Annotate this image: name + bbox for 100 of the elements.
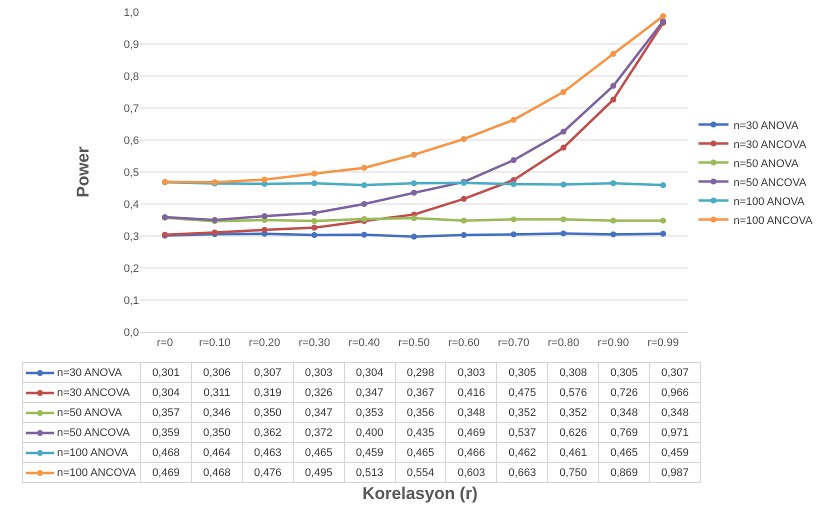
point: [610, 218, 616, 224]
point: [660, 182, 666, 188]
point: [311, 224, 318, 231]
data-label: 0,359: [140, 422, 192, 442]
text: n=50 ANCOVA: [57, 426, 130, 438]
data-label: 0,347: [344, 382, 396, 402]
y-tick-label: 0,1: [124, 294, 139, 307]
data-label: 0,352: [548, 402, 599, 422]
point: [610, 180, 616, 186]
point: [262, 176, 268, 183]
data-label: 0,353: [344, 402, 396, 422]
data-label: 0,304: [344, 362, 396, 382]
data-label: 0,462: [496, 442, 548, 462]
data-label: 0,987: [650, 462, 700, 482]
point: [361, 201, 368, 207]
data-label: 0,305: [598, 362, 650, 382]
data-label: 0,372: [293, 422, 344, 442]
data-label: 0,357: [140, 402, 192, 422]
data-label: 0,466: [446, 442, 497, 462]
text: n=30 ANOVA: [57, 366, 122, 378]
data-label: 0,352: [496, 402, 548, 422]
point: [460, 196, 467, 202]
data-label: 0,306: [191, 362, 242, 382]
data-label: 0,304: [140, 382, 192, 402]
text: n=100 ANOVA: [57, 446, 128, 458]
point: [411, 234, 417, 240]
data-label: 0,769: [598, 422, 650, 442]
y-tick-label: 1,0: [124, 6, 139, 19]
x-tick-label: r=0.30: [298, 337, 330, 350]
data-label: 0,350: [191, 422, 242, 442]
text: n=50 ANOVA: [57, 406, 122, 418]
data-label: 0,464: [191, 442, 242, 462]
text: n=30 ANCOVA: [57, 386, 130, 398]
point: [311, 232, 318, 238]
legend-label: n=30 ANCOVA: [733, 138, 808, 151]
data-label: 0,463: [242, 442, 294, 462]
point: [610, 96, 616, 103]
data-label: 0,468: [191, 462, 242, 482]
point: [660, 13, 666, 20]
y-tick-label: 0,6: [124, 134, 139, 147]
point: [361, 164, 368, 171]
data-label: 0,475: [496, 382, 548, 402]
legend-label: n=100 ANOVA: [733, 196, 806, 208]
point: [411, 152, 417, 158]
data-label: 0,350: [242, 402, 294, 422]
data-label: 0,305: [496, 362, 548, 382]
data-label: 0,626: [548, 422, 599, 442]
data-label: 0,469: [140, 462, 192, 482]
y-tick-label: 0,7: [124, 102, 139, 115]
data-label: 0,435: [395, 422, 446, 442]
point: [610, 82, 616, 89]
data-label: 0,348: [446, 402, 497, 422]
point: [262, 226, 268, 233]
point: [610, 50, 616, 57]
data-label: 0,459: [650, 442, 700, 462]
point: [560, 230, 566, 236]
point: [560, 128, 566, 135]
point: [361, 232, 368, 238]
point: [311, 210, 318, 216]
x-tick-label: r=0.40: [348, 337, 380, 350]
data-label: 0,416: [446, 382, 497, 402]
data-label: 0,554: [395, 462, 446, 482]
point: [510, 116, 517, 123]
data-label: 0,311: [191, 382, 242, 402]
legend-label: n=100 ANCOVA: [733, 214, 814, 227]
point: [311, 218, 318, 224]
data-label: 0,367: [395, 382, 446, 402]
x-tick-label: r=0.60: [448, 337, 480, 350]
point: [411, 215, 417, 222]
data-label: 0,461: [548, 442, 599, 462]
data-label: 0,513: [344, 462, 396, 482]
data-label: 0,465: [395, 442, 446, 462]
y-axis-title: Power: [73, 146, 92, 198]
data-label: 0,298: [395, 362, 446, 382]
y-tick-label: 0,0: [124, 326, 139, 339]
data-label: 0,537: [496, 422, 548, 442]
data-label: 0,346: [191, 402, 242, 422]
data-label: 0,469: [446, 422, 497, 442]
point: [262, 213, 268, 220]
data-label: 0,495: [293, 462, 344, 482]
legend-label: n=50 ANCOVA: [733, 176, 808, 189]
y-tick-label: 0,9: [124, 38, 139, 51]
data-label: 0,348: [650, 402, 700, 422]
x-tick-label: r=0.80: [548, 337, 580, 350]
x-tick-label: r=0.50: [398, 337, 430, 350]
point: [361, 182, 368, 188]
text: n=100 ANCOVA: [57, 466, 136, 478]
y-tick-label: 0,8: [124, 70, 139, 83]
point: [560, 216, 566, 222]
data-label: 0,869: [598, 462, 650, 482]
data-label: 0,347: [293, 402, 344, 422]
point: [510, 231, 517, 238]
point: [510, 157, 517, 164]
data-label: 0,303: [293, 362, 344, 382]
data-label: 0,465: [598, 442, 650, 462]
x-tick-label: r=0.99: [647, 337, 679, 350]
data-label: 0,459: [344, 442, 396, 462]
data-label: 0,750: [548, 462, 599, 482]
point: [510, 181, 517, 188]
point: [460, 136, 467, 142]
